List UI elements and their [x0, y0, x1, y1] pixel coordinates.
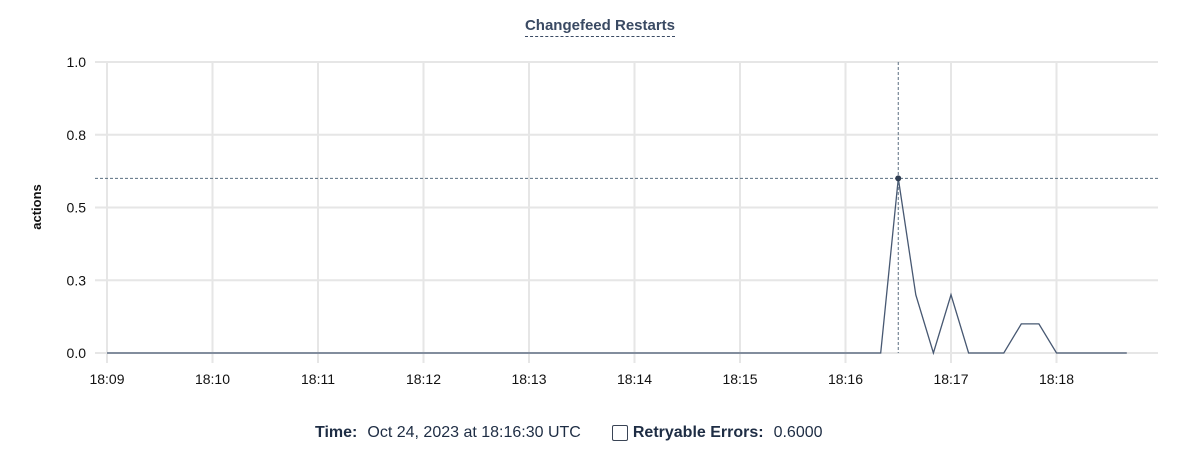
series-line — [107, 178, 1127, 356]
y-tick-label: 1.0 — [67, 54, 87, 70]
x-tick-label: 18:14 — [617, 371, 652, 387]
x-tick-label: 18:18 — [1039, 371, 1074, 387]
x-tick-label: 18:10 — [195, 371, 230, 387]
y-tick-label: 0.8 — [67, 127, 87, 143]
x-tick-label: 18:13 — [511, 371, 546, 387]
x-tick-label: 18:15 — [722, 371, 757, 387]
series-label: Retryable Errors: — [632, 424, 764, 441]
time-value: Oct 24, 2023 at 18:16:30 UTC — [367, 424, 581, 441]
chart-title[interactable]: Changefeed Restarts — [524, 17, 676, 37]
time-label: Time: — [315, 424, 358, 441]
series-checkbox[interactable] — [611, 425, 628, 441]
legend: Time: Oct 24, 2023 at 18:16:30 UTC Retry… — [315, 424, 823, 442]
y-tick-label: 0.0 — [67, 345, 87, 361]
x-tick-label: 18:11 — [301, 371, 335, 387]
series-value: 0.6000 — [773, 424, 823, 441]
y-tick-label: 0.5 — [67, 200, 87, 216]
x-tick-label: 18:16 — [828, 371, 863, 387]
x-tick-label: 18:09 — [89, 371, 124, 387]
x-tick-label: 18:12 — [406, 371, 441, 387]
hover-point — [895, 175, 902, 182]
chart-title-wrap: Changefeed Restarts — [0, 17, 1200, 37]
y-axis-label: actions — [29, 184, 44, 230]
x-tick-label: 18:17 — [933, 371, 968, 387]
y-tick-label: 0.3 — [67, 272, 87, 288]
